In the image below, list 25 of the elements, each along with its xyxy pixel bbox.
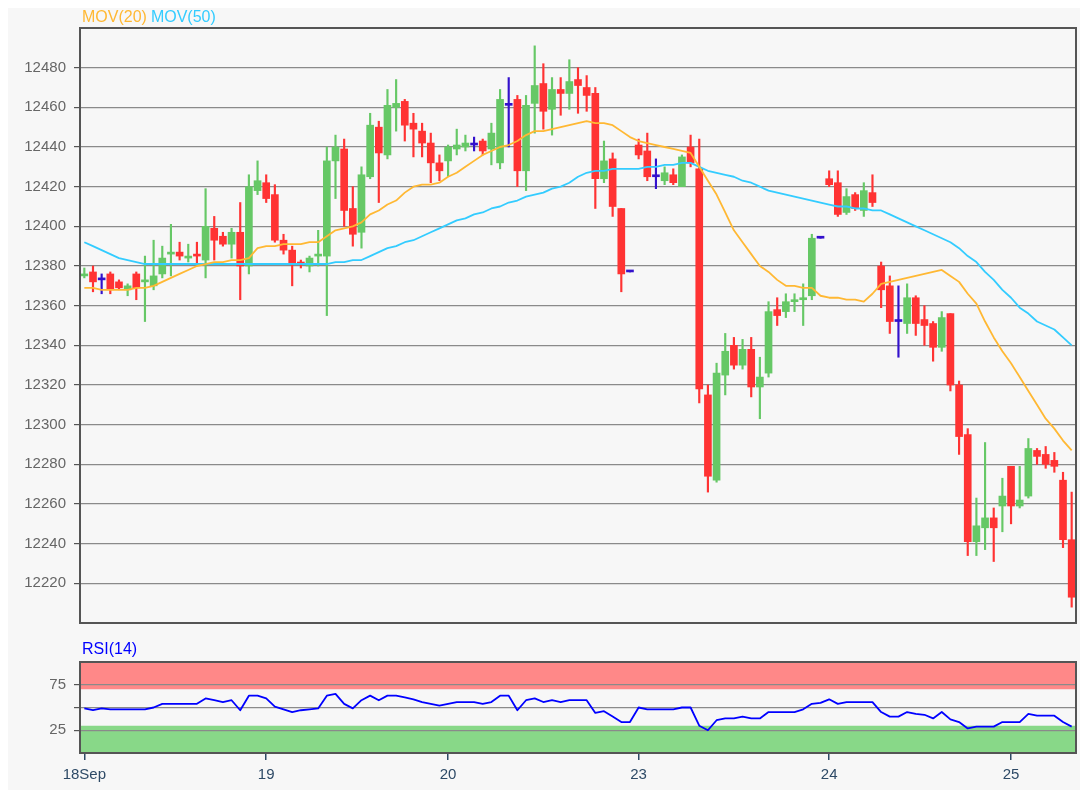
y-tick-label: 12320 <box>24 375 66 393</box>
text: MOV(50) <box>150 8 216 25</box>
x-tick-label: 20 <box>439 765 457 783</box>
x-tick-label: 24 <box>820 765 838 783</box>
y-tick-label: 75 <box>49 674 66 692</box>
y-tick-label: 12220 <box>24 573 66 591</box>
x-tick-label: 18Sep <box>62 765 107 783</box>
y-tick-label: 12400 <box>24 216 66 234</box>
x-tick-label: 23 <box>630 765 647 783</box>
y-tick-label: 12260 <box>24 494 66 512</box>
y-tick-label: 12360 <box>24 295 66 313</box>
y-tick-label: 12440 <box>24 137 66 155</box>
y-tick-label: 12480 <box>24 57 66 75</box>
y-tick-label: 12300 <box>24 414 66 432</box>
y-tick-label: 12380 <box>24 256 66 274</box>
text: RSI(14) <box>82 640 138 657</box>
text: MOV(20) <box>82 8 147 25</box>
x-tick-label: 19 <box>257 765 275 783</box>
y-tick-label: 12240 <box>24 533 66 551</box>
y-tick-label: 12460 <box>24 97 66 115</box>
y-tick-label: 25 <box>49 720 66 738</box>
y-tick-label: 12280 <box>24 454 66 472</box>
y-tick-label: 12420 <box>24 176 66 194</box>
x-tick-label: 25 <box>1002 765 1020 783</box>
y-tick-label: 12340 <box>24 335 66 353</box>
